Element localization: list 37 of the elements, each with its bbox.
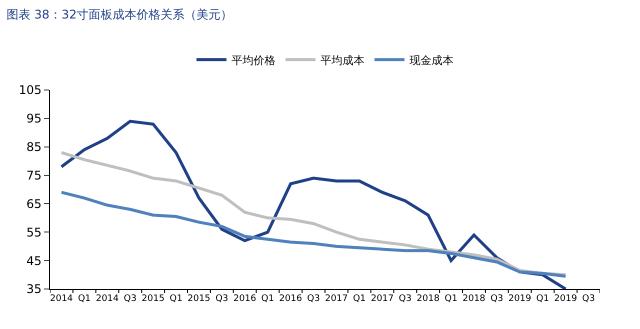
x-tick-label: 2019 (554, 294, 578, 304)
legend-label: 平均价格 (232, 54, 276, 67)
x-tick-label: 2018 (462, 294, 486, 304)
y-tick-label: 35 (26, 282, 42, 296)
x-tick-label: Q3 (215, 294, 228, 304)
y-tick-label: 95 (26, 112, 42, 126)
y-tick-label: 65 (26, 196, 42, 211)
x-tick-label: Q1 (536, 294, 550, 304)
x-tick-label: Q3 (124, 294, 137, 304)
x-tick-label: 2017 (370, 294, 394, 304)
x-tick-label: Q3 (398, 294, 412, 304)
x-tick-label: Q1 (261, 294, 274, 304)
y-tick-label: 75 (26, 168, 42, 182)
x-tick-label: 2014 (96, 294, 120, 304)
chart-title: 图表 38：32寸面板成本价格关系（美元） (6, 7, 233, 22)
x-tick-label: 2015 (188, 294, 210, 304)
x-tick-label: 2016 (279, 294, 302, 304)
y-tick-label: 85 (26, 140, 42, 154)
x-tick-label: Q3 (490, 294, 504, 304)
y-tick-label: 45 (26, 254, 42, 268)
x-tick-label: 2017 (325, 294, 348, 304)
y-tick-label: 55 (26, 225, 42, 240)
x-tick-label: Q1 (352, 294, 366, 304)
line-series (60, 190, 568, 278)
x-tick-label: 2015 (142, 294, 165, 304)
x-tick-label: 2019 (508, 294, 532, 304)
x-tick-label: Q1 (444, 294, 458, 304)
x-tick-label: Q1 (78, 294, 91, 304)
legend-label: 平均成本 (320, 54, 364, 67)
x-tick-label: Q3 (582, 294, 595, 304)
x-tick-label: 2016 (233, 294, 257, 304)
x-tick-label: 2014 (50, 294, 74, 304)
x-tick-label: Q3 (307, 294, 320, 304)
x-tick-label: 2018 (416, 294, 440, 304)
y-tick-label: 105 (18, 83, 42, 98)
legend-label: 现金成本 (410, 54, 454, 67)
x-tick-label: Q1 (170, 294, 182, 304)
